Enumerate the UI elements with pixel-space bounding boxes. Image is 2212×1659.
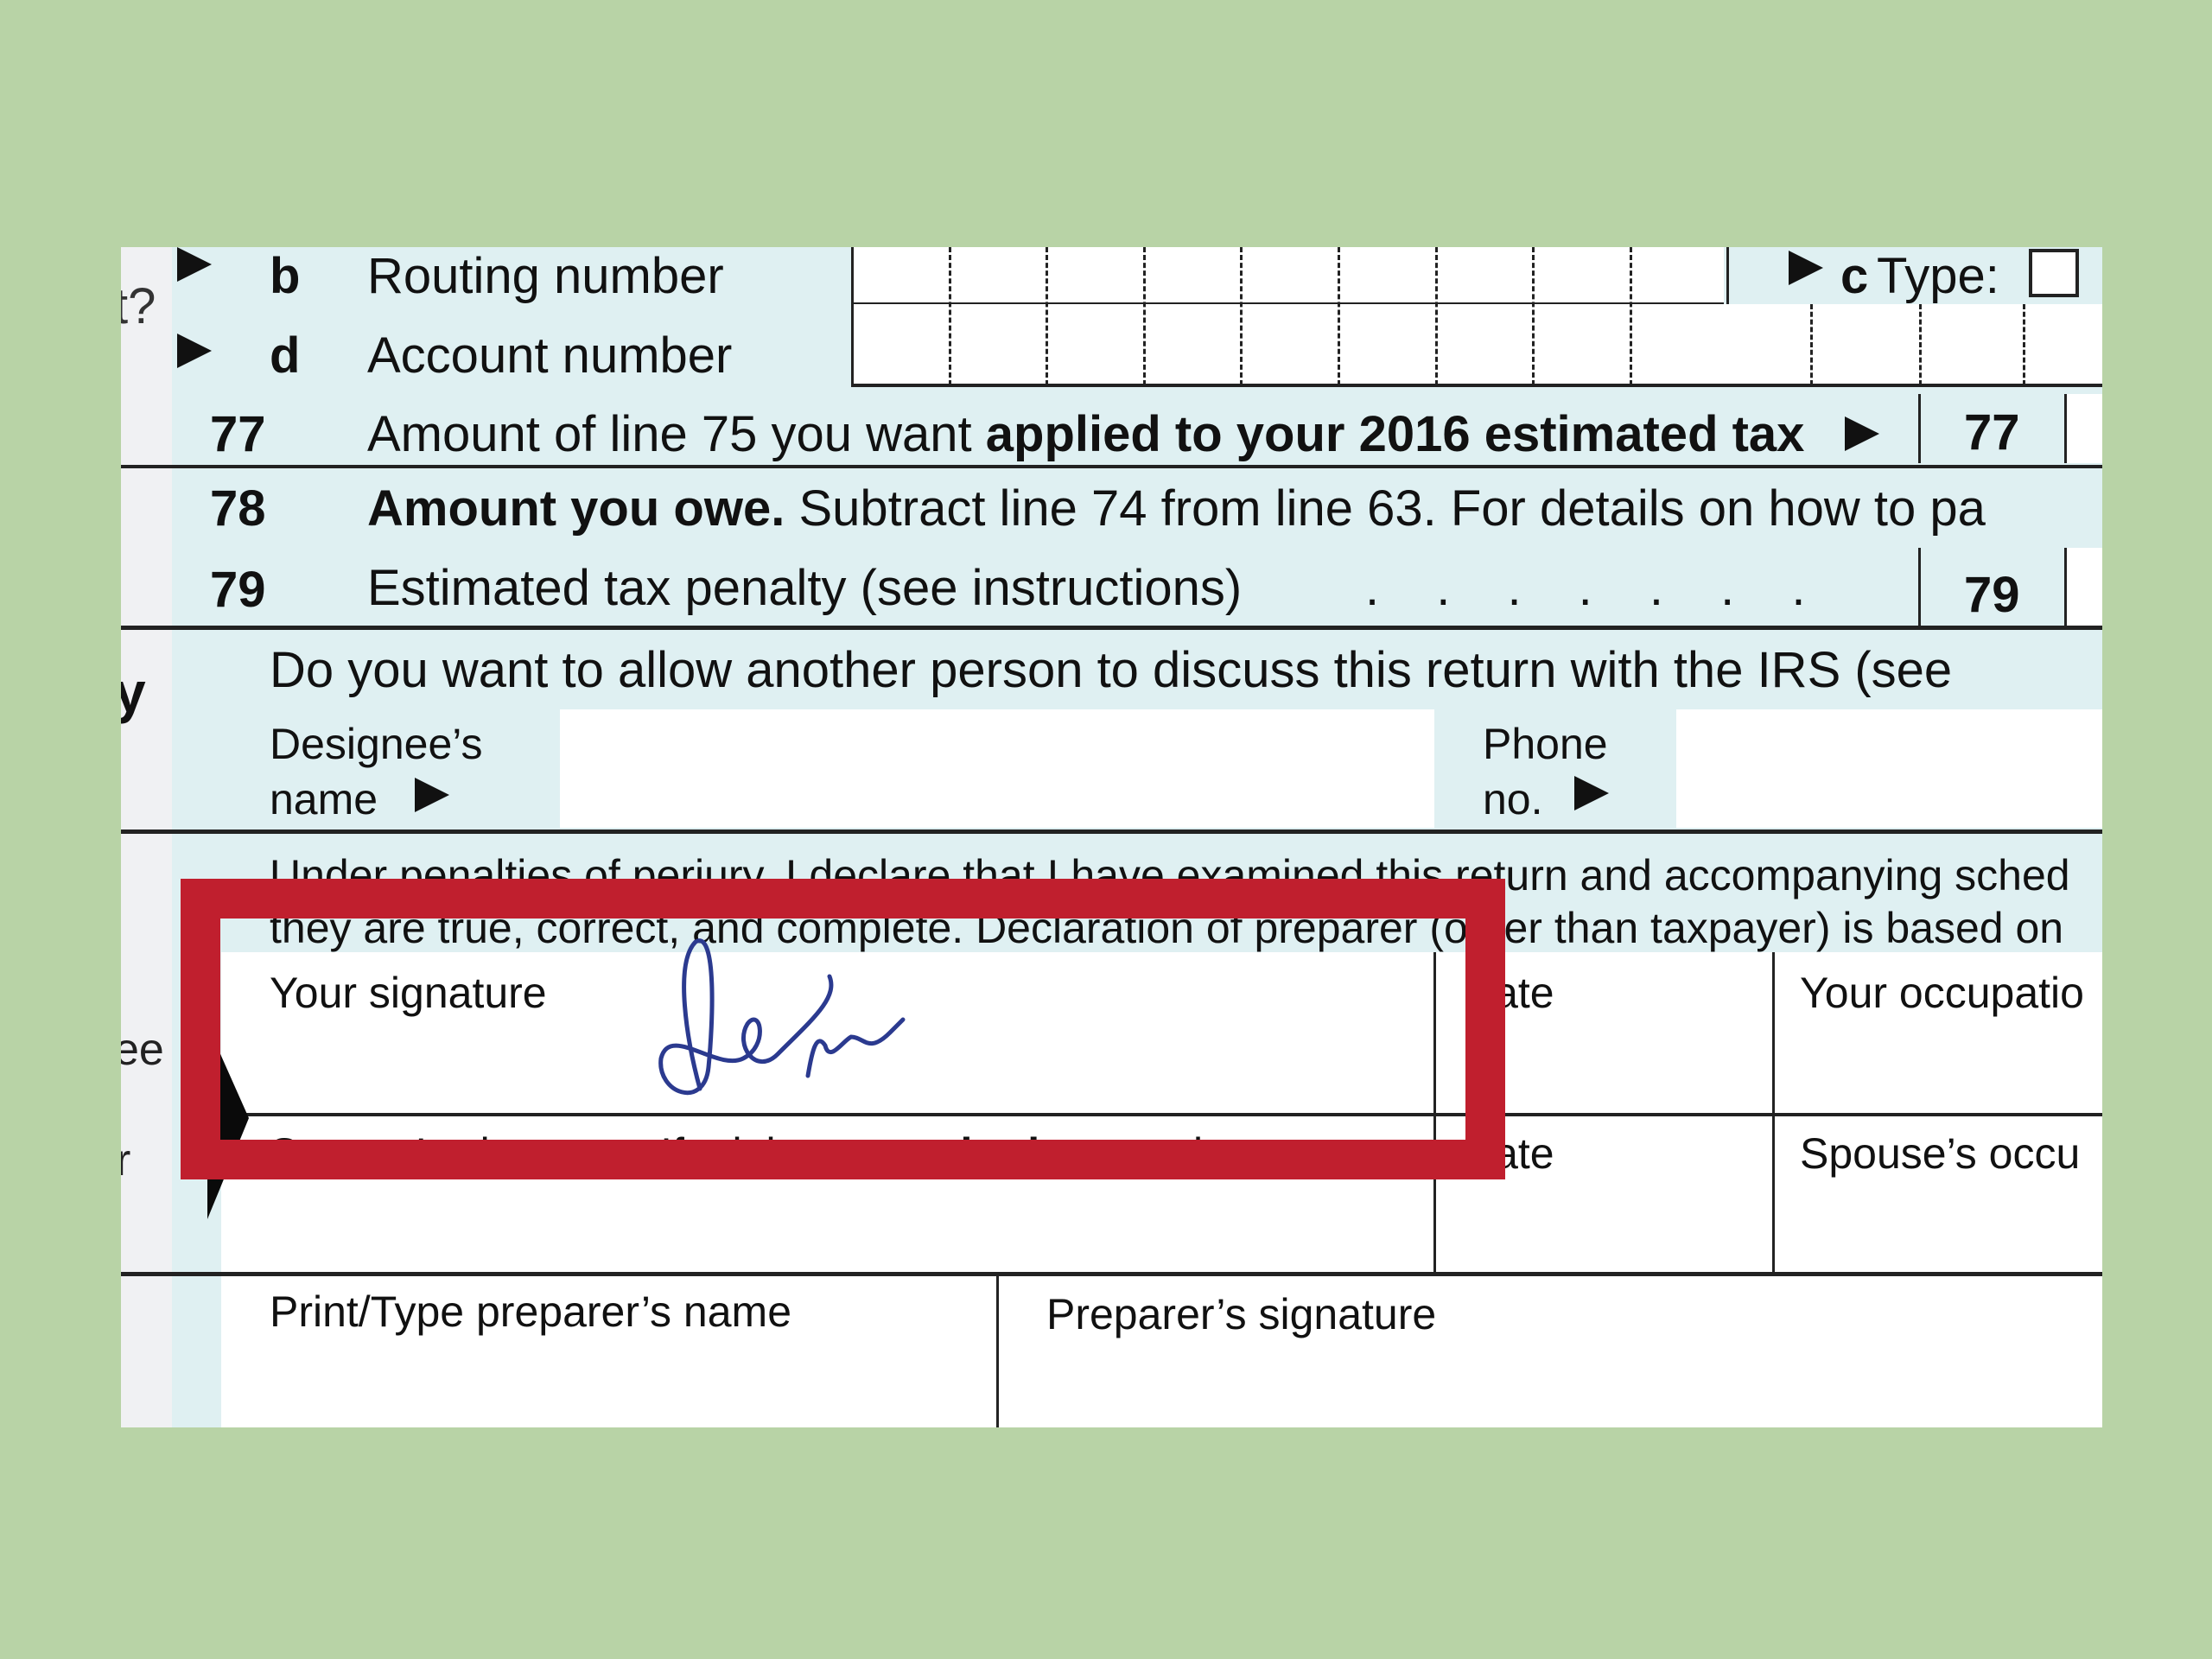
box-label-77: 77 — [1964, 404, 2020, 461]
divider — [121, 830, 2102, 834]
left-margin-strip — [121, 247, 172, 1427]
preparer-signature-label: Preparer’s signature — [1046, 1290, 1437, 1338]
margin-text: t? — [121, 278, 156, 334]
line-number-78: 78 — [210, 480, 266, 537]
line-letter-d: d — [270, 327, 301, 384]
divider — [121, 626, 2102, 630]
divider — [121, 1272, 2102, 1276]
divider — [121, 465, 2102, 468]
divider — [851, 302, 1724, 305]
line-77-text-bold: applied to your 2016 estimated tax — [985, 406, 1805, 462]
divider — [851, 247, 854, 385]
line-78-text-rest: Subtract line 74 from line 63. For detai… — [785, 480, 1986, 537]
routing-number-label: Routing number — [367, 248, 724, 304]
line-number-79: 79 — [210, 562, 266, 618]
handwritten-signature — [658, 938, 906, 1095]
divider — [1772, 952, 1775, 1274]
designee-name-input[interactable] — [560, 709, 1434, 828]
section-label-fragment: ty — [121, 660, 146, 724]
digit-divider — [1532, 247, 1535, 385]
digit-divider — [1338, 247, 1340, 385]
digit-divider — [1726, 247, 1730, 304]
margin-text: r — [121, 1135, 131, 1185]
digit-divider — [948, 247, 951, 385]
account-number-input[interactable] — [851, 304, 2102, 385]
line-77-amount-input[interactable] — [2064, 394, 2102, 463]
arrow-icon — [1789, 251, 1823, 285]
tax-form-excerpt: t? b Routing number c Type: d Account nu… — [121, 247, 2102, 1427]
signature-stroke — [658, 938, 906, 1095]
designee-label-2: name — [270, 775, 378, 823]
divider — [996, 1276, 999, 1427]
line-78-text-bold: Amount you owe. — [367, 480, 785, 537]
your-occupation-label: Your occupatio — [1800, 969, 2084, 1017]
phone-number-input[interactable] — [1676, 709, 2102, 828]
line-78-text: Amount you owe. Subtract line 74 from li… — [367, 484, 1986, 534]
line-letter-b: b — [270, 248, 301, 304]
digit-divider — [1142, 247, 1146, 385]
arrow-icon — [177, 334, 212, 368]
arrow-icon — [1574, 776, 1609, 810]
line-letter-c: c — [1840, 248, 1869, 304]
digit-divider — [1810, 304, 1813, 385]
preparer-name-label: Print/Type preparer’s name — [270, 1287, 792, 1336]
margin-text: ee — [121, 1025, 164, 1075]
line-79-amount-input[interactable] — [2064, 548, 2102, 627]
account-number-label: Account number — [367, 327, 733, 384]
digit-divider — [1046, 247, 1049, 385]
routing-number-input[interactable] — [851, 247, 1724, 303]
digit-divider — [1629, 247, 1632, 385]
your-signature-label: Your signature — [270, 969, 547, 1017]
arrow-icon — [177, 247, 212, 282]
phone-label: Phone — [1483, 720, 1608, 768]
line-77-text-prefix: Amount of line 75 you want — [367, 406, 986, 462]
digit-divider — [1919, 304, 1922, 385]
highlight-box — [181, 879, 1505, 1179]
digit-divider — [1240, 247, 1243, 385]
divider — [221, 1113, 2102, 1116]
account-type-label: Type: — [1877, 248, 1999, 304]
digit-divider — [2023, 304, 2025, 385]
divider — [1918, 548, 1921, 627]
phone-label-2: no. — [1483, 775, 1543, 823]
digit-divider — [1434, 247, 1438, 385]
line-79-text: Estimated tax penalty (see instructions) — [367, 560, 1243, 616]
arrow-icon — [415, 778, 449, 812]
dot-leaders: . . . . . . . — [1365, 560, 1806, 616]
divider — [1433, 952, 1436, 1274]
designee-label: Designee’s — [270, 720, 483, 768]
divider — [851, 384, 2102, 387]
preparer-area — [221, 1276, 2102, 1427]
divider — [1918, 394, 1921, 463]
box-label-79: 79 — [1964, 567, 2020, 623]
arrow-icon — [1845, 416, 1879, 451]
account-type-checkbox[interactable] — [2029, 249, 2079, 297]
line-number-77: 77 — [210, 406, 266, 462]
line-77-text: Amount of line 75 you want applied to yo… — [367, 410, 1804, 460]
spouse-occupation-label: Spouse’s occu — [1800, 1129, 2081, 1178]
third-party-question: Do you want to allow another person to d… — [270, 642, 1953, 698]
